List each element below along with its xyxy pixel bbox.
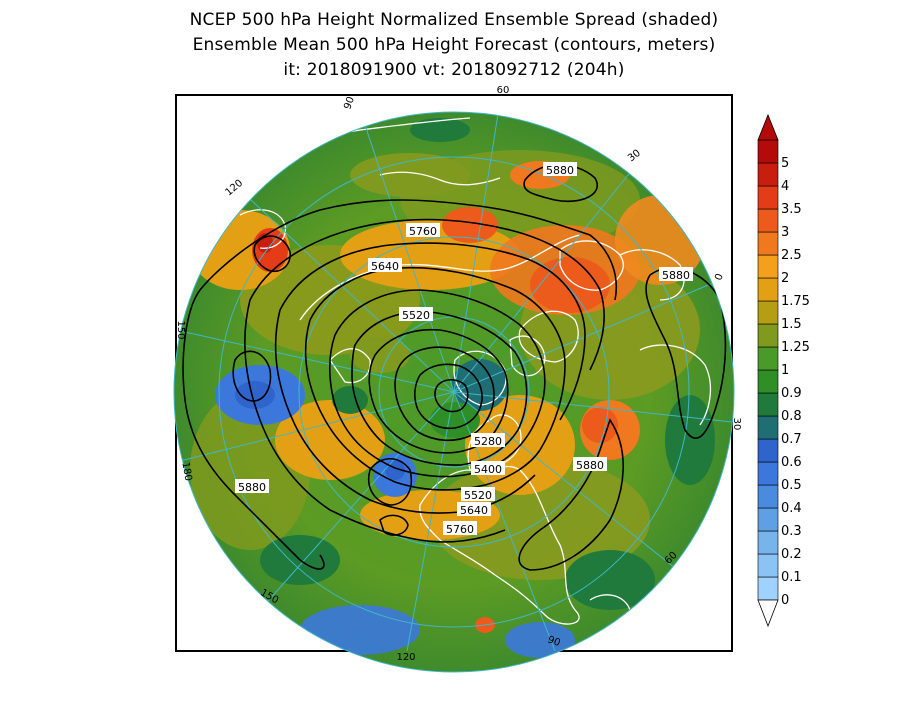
contour-label-bg <box>471 433 505 447</box>
colorbar-tick-label: 0 <box>781 593 789 608</box>
chart-title-line-2: Ensemble Mean 500 hPa Height Forecast (c… <box>192 35 716 55</box>
coastlines <box>239 117 712 632</box>
colorbar-bin <box>757 231 779 256</box>
colorbar-tick-label: 1 <box>781 363 789 378</box>
colorbar-under-arrow <box>757 599 779 628</box>
colorbar-bin <box>757 415 779 440</box>
contour-label: 5400 <box>474 463 502 476</box>
colorbar-bin <box>757 139 779 164</box>
colorbar-tick-label: 2.5 <box>781 248 802 263</box>
map-boundary <box>173 111 735 673</box>
colorbar-bin <box>757 323 779 348</box>
colorbar-bin <box>757 438 779 463</box>
chart-title-line-1: NCEP 500 hPa Height Normalized Ensemble … <box>189 10 719 30</box>
colorbar-tick-label: 2 <box>781 271 789 286</box>
colorbar-tick-label: 0.7 <box>781 432 802 447</box>
colorbar-bin <box>757 162 779 187</box>
colorbar-bin <box>757 484 779 509</box>
colorbar-tick-label: 1.75 <box>781 294 810 309</box>
contour-label-bg <box>443 521 477 535</box>
longitude-label: 0 <box>713 272 726 282</box>
colorbar-bin <box>757 185 779 210</box>
colorbar-bin <box>757 507 779 532</box>
contour-label: 5760 <box>446 523 474 536</box>
longitude-label: 60 <box>497 85 510 96</box>
colorbar-bin <box>757 553 779 578</box>
contour-label: 5760 <box>409 225 437 238</box>
chart-title-line-3: it: 2018091900 vt: 2018092712 (204h) <box>283 60 625 80</box>
contour-label-bg <box>471 461 505 475</box>
contour-label-bg <box>573 457 607 471</box>
colorbar-tick-label: 0.5 <box>781 478 802 493</box>
colorbar-tick-label: 0.1 <box>781 570 802 585</box>
longitude-label: 120 <box>396 652 415 663</box>
contour-label-bg <box>399 307 433 321</box>
colorbar-bin <box>757 530 779 555</box>
colorbar-bin <box>757 346 779 371</box>
contour-label: 5880 <box>546 164 574 177</box>
colorbar-tick-label: 3.5 <box>781 202 802 217</box>
colorbar-tick-label: 5 <box>781 156 789 171</box>
contour-label: 5520 <box>464 489 492 502</box>
colorbar-bin <box>757 369 779 394</box>
colorbar-bin <box>757 254 779 279</box>
colorbar-tick-label: 3 <box>781 225 789 240</box>
contour-label-bg <box>461 487 495 501</box>
contour-label: 5640 <box>371 260 399 273</box>
longitude-label: 90 <box>342 95 357 111</box>
colorbar-tick-label: 0.4 <box>781 501 802 516</box>
longitude-label: 180 <box>179 461 193 482</box>
colorbar-bin <box>757 392 779 417</box>
colorbar-tick-label: 0.6 <box>781 455 802 470</box>
contour-label-bg <box>368 258 402 272</box>
contour-label-bg <box>543 162 577 176</box>
contour-label: 5520 <box>402 309 430 322</box>
colorbar-over-arrow <box>757 113 779 141</box>
colorbar-tick-label: 0.9 <box>781 386 802 401</box>
longitude-label: 90 <box>546 634 562 649</box>
colorbar-bin <box>757 576 779 601</box>
contour-labels: 5880 5760 5640 5520 5880 5280 5400 5880 5880 5520… <box>235 162 693 536</box>
colorbar-bin <box>757 300 779 325</box>
contour-label: 5880 <box>576 459 604 472</box>
colorbar-tick-label: 1.5 <box>781 317 802 332</box>
contour-label: 5640 <box>460 504 488 517</box>
colorbar-tick-label: 0.2 <box>781 547 802 562</box>
longitude-label: 30 <box>731 418 742 431</box>
colorbar-bin <box>757 277 779 302</box>
colorbar-bin <box>757 208 779 233</box>
contour-label: 5280 <box>474 435 502 448</box>
contour-label-bg <box>235 479 269 493</box>
contour-label: 5880 <box>238 481 266 494</box>
colorbar-tick-label: 0.8 <box>781 409 802 424</box>
colorbar-tick-label: 4 <box>781 179 789 194</box>
contour-label-bg <box>406 223 440 237</box>
colorbar-bin <box>757 461 779 486</box>
longitude-label: 150 <box>175 320 186 339</box>
height-contours <box>182 163 727 571</box>
contour-label: 5880 <box>662 269 690 282</box>
contour-label-bg <box>659 267 693 281</box>
colorbar-tick-label: 0.3 <box>781 524 802 539</box>
colorbar-tick-label: 1.25 <box>781 340 810 355</box>
contour-label-bg <box>457 502 491 516</box>
